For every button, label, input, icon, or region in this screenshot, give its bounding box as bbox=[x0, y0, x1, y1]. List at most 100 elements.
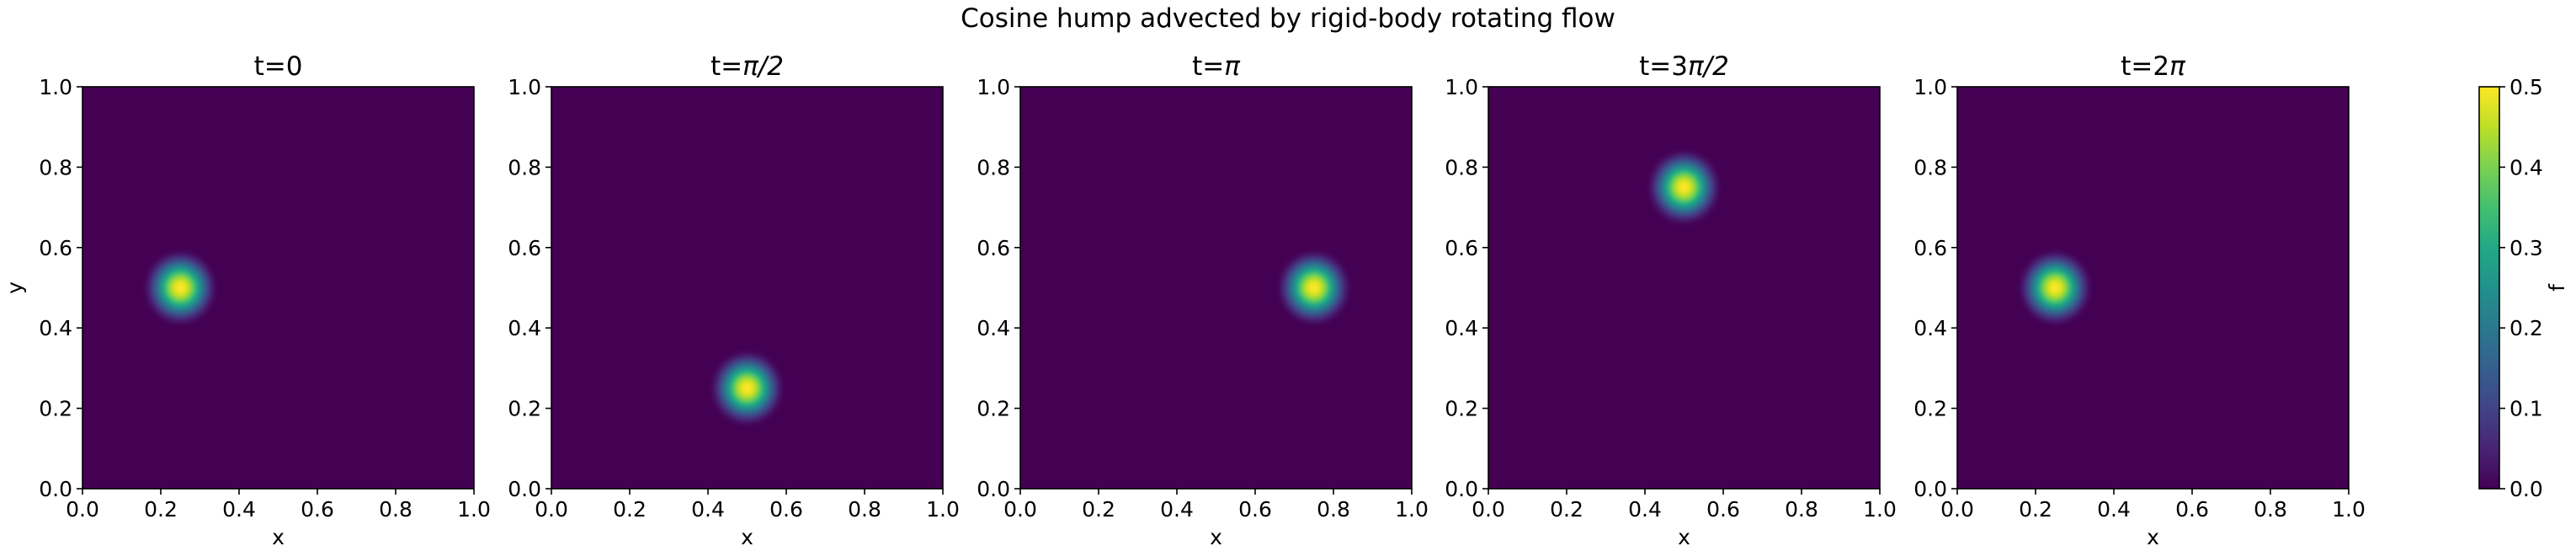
colorbar-tick-label: 0.5 bbox=[2509, 75, 2543, 99]
cosine-hump bbox=[708, 348, 786, 429]
y-tick-label: 0.0 bbox=[1913, 477, 1947, 501]
y-tick-label: 0.4 bbox=[508, 316, 541, 340]
panel-title: t=π/2 bbox=[711, 51, 784, 82]
y-tick-label: 0.6 bbox=[508, 236, 541, 260]
x-tick-label: 1.0 bbox=[457, 497, 491, 522]
axes-frame bbox=[1488, 86, 1881, 490]
panel-title: t=2π bbox=[2121, 51, 2186, 82]
x-tick-label: 0.6 bbox=[769, 497, 803, 522]
x-tick-label: 0.8 bbox=[2254, 497, 2287, 522]
colorbar-tick-label: 0.4 bbox=[2509, 155, 2543, 179]
y-tick-label: 1.0 bbox=[508, 75, 541, 99]
x-axis-label: x bbox=[2147, 525, 2159, 546]
colorbar: 0.0 0.1 0.2 0.3 0.4 0.5 f bbox=[2478, 75, 2569, 501]
panel-title-prefix: t= bbox=[711, 51, 742, 82]
panel-title-pi: π/2 bbox=[742, 51, 784, 82]
x-tick-label: 0.8 bbox=[1317, 497, 1350, 522]
y-tick-label: 0.4 bbox=[1913, 316, 1947, 340]
y-tick-label: 1.0 bbox=[977, 75, 1010, 99]
x-tick-label: 0.8 bbox=[1785, 497, 1818, 522]
panel-title-prefix: t=2 bbox=[2121, 51, 2169, 82]
colorbar-tick-label: 0.1 bbox=[2509, 397, 2543, 421]
axes-frame bbox=[82, 86, 475, 490]
x-tick-label: 0.0 bbox=[1940, 497, 1974, 522]
y-tick-label: 0.2 bbox=[1445, 397, 1478, 421]
x-tick-label: 1.0 bbox=[1395, 497, 1429, 522]
panel-title-prefix: t=0 bbox=[254, 51, 303, 82]
y-tick-label: 0.0 bbox=[508, 477, 541, 501]
axes-frame bbox=[1956, 86, 2350, 490]
y-tick-label: 1.0 bbox=[1445, 75, 1478, 99]
axes-frame bbox=[1019, 86, 1413, 490]
x-tick-label: 0.0 bbox=[66, 497, 99, 522]
panel-title-pi: π bbox=[1224, 51, 1241, 82]
y-tick-label: 0.6 bbox=[977, 236, 1010, 260]
panel-4: t=3π/2 0.0 0.2 0.4 0.6 0.8 1.0 x 0.0 0.2 0.4 0.6 0.8… bbox=[1445, 51, 1897, 546]
colorbar-gradient bbox=[2479, 87, 2499, 489]
y-tick-label: 0.8 bbox=[1445, 155, 1478, 179]
y-tick-label: 1.0 bbox=[39, 75, 72, 99]
x-tick-label: 0.6 bbox=[1238, 497, 1272, 522]
panel-title-prefix: t= bbox=[1192, 51, 1224, 82]
y-tick-label: 0.0 bbox=[39, 477, 72, 501]
panel-3: t=π 0.0 0.2 0.4 0.6 0.8 1.0 x 0.0 0.2 0.4 0.6 0.8 1.0 bbox=[977, 51, 1429, 546]
y-tick-label: 0.2 bbox=[1913, 397, 1947, 421]
y-tick-label: 0.4 bbox=[1445, 316, 1478, 340]
x-tick-label: 0.4 bbox=[1160, 497, 1194, 522]
y-tick-label: 0.8 bbox=[1913, 155, 1947, 179]
y-tick-label: 1.0 bbox=[1913, 75, 1947, 99]
x-tick-label: 0.0 bbox=[1003, 497, 1037, 522]
panel-title: t=0 bbox=[254, 51, 303, 82]
x-tick-label: 0.6 bbox=[301, 497, 334, 522]
colorbar-tick-label: 0.0 bbox=[2509, 477, 2543, 501]
y-tick-label: 0.8 bbox=[977, 155, 1010, 179]
x-tick-label: 0.4 bbox=[2097, 497, 2131, 522]
y-tick-label: 0.4 bbox=[977, 316, 1010, 340]
x-tick-label: 1.0 bbox=[2332, 497, 2366, 522]
x-axis-label: x bbox=[1210, 525, 1222, 546]
x-tick-label: 0.8 bbox=[379, 497, 412, 522]
y-tick-label: 0.0 bbox=[1445, 477, 1478, 501]
panel-5: t=2π 0.0 0.2 0.4 0.6 0.8 1.0 x 0.0 0.2 0.4 0.6 0.8 1.… bbox=[1913, 51, 2366, 546]
y-tick-label: 0.6 bbox=[1913, 236, 1947, 260]
heatmap-background bbox=[551, 87, 943, 489]
x-tick-label: 0.0 bbox=[535, 497, 568, 522]
x-axis-label: x bbox=[272, 525, 285, 546]
y-axis-label: y bbox=[3, 281, 27, 294]
colorbar-tick-label: 0.3 bbox=[2509, 236, 2543, 260]
cosine-hump bbox=[1275, 247, 1354, 329]
x-tick-label: 0.8 bbox=[848, 497, 881, 522]
colorbar-tick-label: 0.2 bbox=[2509, 316, 2543, 340]
x-tick-label: 1.0 bbox=[1863, 497, 1897, 522]
y-tick-label: 0.6 bbox=[1445, 236, 1478, 260]
y-tick-label: 0.0 bbox=[977, 477, 1010, 501]
x-tick-label: 0.6 bbox=[1706, 497, 1740, 522]
x-tick-label: 0.0 bbox=[1472, 497, 1505, 522]
colorbar-frame bbox=[2478, 86, 2500, 490]
x-tick-label: 0.2 bbox=[613, 497, 647, 522]
colorbar-label: f bbox=[2545, 283, 2569, 292]
y-tick-label: 0.8 bbox=[508, 155, 541, 179]
panel-title: t=π bbox=[1192, 51, 1241, 82]
figure-title: Cosine hump advected by rigid-body rotat… bbox=[961, 3, 1615, 34]
x-tick-label: 0.2 bbox=[144, 497, 178, 522]
y-tick-label: 0.4 bbox=[39, 316, 72, 340]
cosine-hump bbox=[2015, 247, 2094, 329]
x-tick-label: 0.4 bbox=[691, 497, 725, 522]
cosine-hump bbox=[141, 247, 220, 329]
x-tick-label: 1.0 bbox=[926, 497, 960, 522]
y-tick-label: 0.2 bbox=[508, 397, 541, 421]
panels: t=0 0.0 0.2 0.4 0.6 0.8 1.0 x 0.0 0.2 0.4 0.6 0.8 1.0… bbox=[3, 51, 2366, 546]
panel-1: t=0 0.0 0.2 0.4 0.6 0.8 1.0 x 0.0 0.2 0.4 0.6 0.8 1.0… bbox=[3, 51, 491, 546]
x-tick-label: 0.6 bbox=[2175, 497, 2209, 522]
x-tick-label: 0.2 bbox=[1550, 497, 1583, 522]
x-tick-label: 0.2 bbox=[1082, 497, 1115, 522]
axes-frame bbox=[551, 86, 944, 490]
x-tick-label: 0.2 bbox=[2019, 497, 2052, 522]
y-tick-label: 0.6 bbox=[39, 236, 72, 260]
panel-title: t=3π/2 bbox=[1639, 51, 1729, 82]
cosine-hump bbox=[1645, 147, 1723, 228]
y-tick-label: 0.2 bbox=[977, 397, 1010, 421]
x-axis-label: x bbox=[741, 525, 753, 546]
